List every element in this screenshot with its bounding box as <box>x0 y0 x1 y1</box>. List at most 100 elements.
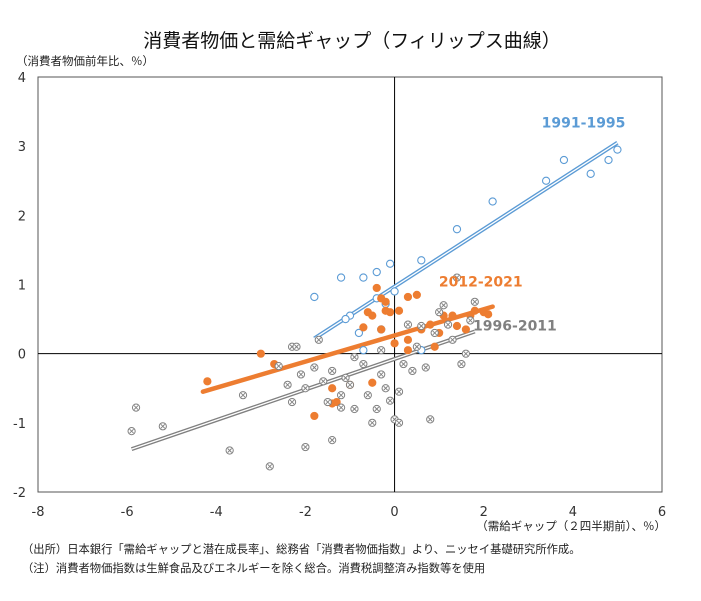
data-point <box>292 342 301 351</box>
x-tick-label: -8 <box>32 505 45 520</box>
data-point <box>328 384 337 393</box>
data-point-cross <box>459 361 464 367</box>
data-point-cross <box>289 399 295 405</box>
series-label: 2012-2021 <box>439 275 523 291</box>
series-label: 1991-1995 <box>542 116 626 132</box>
data-point <box>310 363 319 372</box>
data-point <box>287 397 297 407</box>
data-point <box>328 366 337 376</box>
data-point <box>426 415 435 424</box>
data-point <box>386 308 395 317</box>
data-point-cross <box>129 428 134 434</box>
data-point-cross <box>329 368 335 374</box>
data-point <box>452 225 462 234</box>
data-point <box>613 145 622 154</box>
data-point-cross <box>378 372 384 377</box>
data-point-cross <box>441 302 446 308</box>
data-point <box>412 290 421 299</box>
data-point-cross <box>405 322 411 327</box>
data-point <box>403 335 413 344</box>
x-tick-label: 4 <box>569 505 577 520</box>
data-point <box>457 359 466 369</box>
data-point <box>377 346 386 355</box>
data-point <box>470 306 479 315</box>
y-tick-label: 2 <box>18 209 26 224</box>
data-point <box>372 267 381 277</box>
data-point <box>403 292 413 302</box>
data-point <box>283 380 292 389</box>
data-point <box>377 370 386 379</box>
data-point-cross <box>427 417 433 422</box>
data-point-cross <box>298 372 304 377</box>
data-point <box>127 427 136 436</box>
data-point <box>484 310 493 319</box>
data-point <box>336 273 346 282</box>
data-point <box>359 346 368 355</box>
data-point-cross <box>365 392 371 398</box>
data-point-cross <box>401 361 406 367</box>
data-point <box>403 320 413 329</box>
data-point <box>439 301 448 310</box>
data-points <box>127 145 622 471</box>
data-point <box>403 346 413 355</box>
data-point-cross <box>392 417 397 422</box>
data-point-cross <box>450 337 455 343</box>
data-point <box>314 335 323 344</box>
data-point-cross <box>352 354 357 360</box>
data-point-cross <box>410 368 415 374</box>
data-point-cross <box>468 318 473 323</box>
data-point <box>381 297 390 306</box>
data-point-cross <box>463 351 469 356</box>
data-point <box>377 325 386 334</box>
data-point <box>390 339 399 348</box>
data-point <box>399 359 408 369</box>
data-point-cross <box>418 323 424 329</box>
data-point <box>381 384 390 393</box>
trend-line-highlight <box>313 142 618 339</box>
data-point <box>452 321 462 331</box>
data-point-cross <box>374 406 380 412</box>
y-tick-label: 3 <box>18 140 26 155</box>
data-point-cross <box>240 392 246 398</box>
data-point <box>359 323 368 332</box>
data-point <box>225 446 234 455</box>
data-point-cross <box>378 347 384 353</box>
data-point <box>359 359 368 369</box>
data-point-cross <box>320 379 326 384</box>
data-point <box>466 316 475 325</box>
data-point <box>394 387 404 396</box>
data-point <box>363 391 372 400</box>
x-tick-label: 2 <box>480 505 488 520</box>
data-point-cross <box>343 375 348 381</box>
y-tick-label: 0 <box>18 348 26 363</box>
data-point-cross <box>414 344 420 350</box>
tick-labels: -2 -1 0 1 2 3 4 -8 -6 -4 -2 0 2 4 6 <box>13 71 666 520</box>
data-point <box>158 422 167 431</box>
data-point <box>368 378 377 387</box>
data-point <box>203 377 212 386</box>
y-tick-label: -1 <box>13 417 26 432</box>
data-point <box>604 155 613 165</box>
data-point <box>452 273 462 282</box>
data-point <box>461 349 470 358</box>
trend-lines <box>130 141 619 452</box>
data-point-cross <box>312 365 317 370</box>
data-point-cross <box>383 385 388 391</box>
data-point <box>336 403 346 412</box>
data-point-cross <box>454 275 460 280</box>
data-point-cross <box>133 405 139 410</box>
data-point <box>372 404 381 414</box>
data-point-cross <box>294 344 299 350</box>
data-point <box>345 380 355 389</box>
series-label: 1996-2011 <box>473 319 557 335</box>
x-axis-label: （需給ギャップ（２四半期前）、％） <box>476 519 666 533</box>
data-point <box>328 436 337 445</box>
data-point <box>421 363 430 372</box>
data-point <box>417 256 426 265</box>
data-point <box>408 366 417 376</box>
data-point-cross <box>445 322 451 327</box>
data-point-cross <box>361 361 366 367</box>
data-point-cross <box>325 399 331 405</box>
data-point-cross <box>396 389 402 395</box>
